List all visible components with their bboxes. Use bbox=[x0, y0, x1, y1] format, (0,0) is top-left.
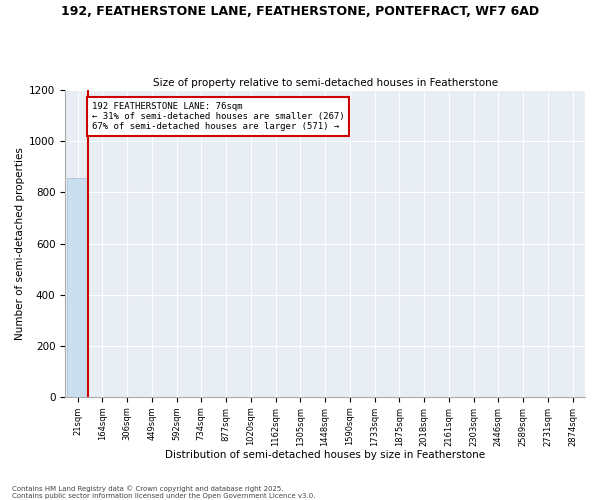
Text: Contains public sector information licensed under the Open Government Licence v3: Contains public sector information licen… bbox=[12, 493, 316, 499]
X-axis label: Distribution of semi-detached houses by size in Featherstone: Distribution of semi-detached houses by … bbox=[165, 450, 485, 460]
Title: Size of property relative to semi-detached houses in Featherstone: Size of property relative to semi-detach… bbox=[152, 78, 497, 88]
Text: 192 FEATHERSTONE LANE: 76sqm
← 31% of semi-detached houses are smaller (267)
67%: 192 FEATHERSTONE LANE: 76sqm ← 31% of se… bbox=[92, 102, 344, 132]
Bar bbox=[67, 178, 88, 397]
Y-axis label: Number of semi-detached properties: Number of semi-detached properties bbox=[15, 147, 25, 340]
Text: 192, FEATHERSTONE LANE, FEATHERSTONE, PONTEFRACT, WF7 6AD: 192, FEATHERSTONE LANE, FEATHERSTONE, PO… bbox=[61, 5, 539, 18]
Text: Contains HM Land Registry data © Crown copyright and database right 2025.: Contains HM Land Registry data © Crown c… bbox=[12, 486, 284, 492]
